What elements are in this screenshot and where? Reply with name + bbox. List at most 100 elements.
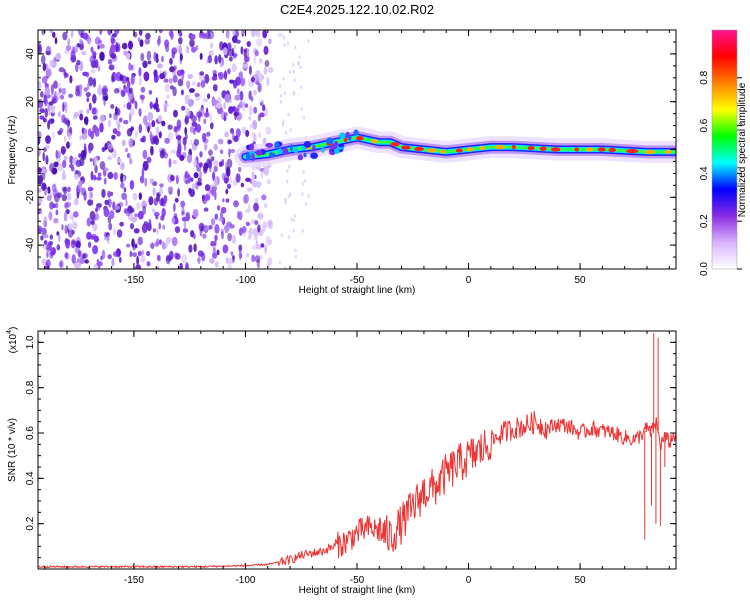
- signal-blob: [339, 132, 346, 139]
- noise-blob: [224, 131, 229, 138]
- noise-blob: [230, 148, 236, 154]
- noise-blob: [266, 178, 272, 185]
- noise-blob: [128, 138, 134, 148]
- noise-blob: [81, 253, 86, 259]
- noise-blob: [121, 42, 128, 50]
- noise-blob: [287, 235, 291, 239]
- snr-scale-text: (x10: [8, 333, 19, 353]
- noise-blob: [248, 229, 251, 235]
- noise-blob: [99, 51, 105, 61]
- noise-blob: [49, 251, 55, 256]
- noise-blob: [159, 183, 164, 188]
- noise-blob: [79, 257, 85, 264]
- signal-blob: [345, 131, 350, 137]
- x-tick-label: -50: [350, 275, 365, 286]
- noise-blob: [44, 107, 48, 118]
- noise-blob: [199, 71, 205, 76]
- noise-blob: [181, 211, 185, 216]
- noise-blob: [94, 164, 98, 174]
- noise-blob: [253, 106, 258, 114]
- noise-blob: [38, 80, 42, 90]
- noise-blob: [47, 265, 50, 269]
- noise-blob: [38, 225, 43, 232]
- noise-blob: [210, 49, 215, 56]
- noise-blob: [119, 74, 124, 81]
- noise-blob: [42, 63, 47, 71]
- noise-blob: [264, 107, 269, 117]
- noise-blob: [103, 231, 108, 238]
- y-tick-label: 40: [25, 48, 36, 60]
- noise-blob: [233, 135, 239, 143]
- noise-blob: [283, 42, 286, 47]
- noise-blob: [141, 135, 146, 143]
- noise-blob: [170, 174, 175, 182]
- noise-blob: [229, 56, 233, 62]
- noise-blob: [41, 227, 47, 236]
- noise-blob: [236, 88, 240, 95]
- noise-blob: [211, 75, 218, 81]
- noise-blob: [219, 161, 223, 167]
- noise-blob: [213, 143, 218, 151]
- signal-hotspot: [665, 149, 672, 155]
- noise-blob: [129, 99, 136, 104]
- noise-blob: [183, 144, 187, 151]
- noise-blob: [193, 233, 196, 240]
- noise-blob: [218, 71, 224, 80]
- noise-blob: [248, 115, 252, 121]
- noise-blob: [94, 127, 100, 137]
- noise-blob: [38, 175, 43, 185]
- noise-blob: [160, 215, 165, 221]
- noise-blob: [294, 254, 298, 259]
- noise-blob: [97, 172, 102, 178]
- noise-blob: [110, 104, 115, 109]
- noise-blob: [225, 30, 230, 39]
- noise-blob: [229, 127, 235, 134]
- signal-hotspot: [401, 145, 411, 150]
- signal-hotspot: [527, 145, 535, 151]
- noise-blob: [144, 177, 147, 187]
- noise-blob: [179, 32, 183, 37]
- signal-blob: [271, 152, 276, 158]
- noise-blob: [253, 202, 259, 212]
- noise-blob: [55, 149, 59, 159]
- noise-blob: [179, 53, 183, 61]
- noise-blob: [173, 109, 178, 118]
- noise-blob: [121, 139, 126, 147]
- noise-blob: [147, 60, 152, 65]
- noise-blob: [175, 135, 182, 140]
- noise-blob: [107, 171, 114, 180]
- noise-blob: [253, 89, 257, 96]
- noise-blob: [263, 138, 267, 144]
- noise-blob: [59, 88, 62, 93]
- noise-blob: [108, 113, 112, 119]
- noise-blob: [152, 102, 159, 110]
- noise-blob: [148, 196, 154, 206]
- noise-blob: [188, 244, 193, 253]
- noise-blob: [214, 239, 217, 247]
- noise-blob: [62, 169, 65, 179]
- noise-blob: [173, 202, 176, 213]
- noise-blob: [164, 69, 168, 77]
- noise-blob: [64, 238, 71, 245]
- signal-hotspot: [511, 144, 516, 150]
- noise-blob: [67, 186, 71, 193]
- noise-blob: [93, 155, 98, 166]
- noise-blob: [96, 258, 100, 266]
- signal-hotspot: [390, 142, 400, 147]
- noise-blob: [65, 201, 72, 208]
- noise-blob: [61, 224, 64, 231]
- noise-blob: [214, 224, 220, 234]
- noise-blob: [167, 186, 174, 192]
- noise-blob: [103, 177, 107, 185]
- noise-blob: [246, 187, 253, 192]
- noise-blob: [173, 65, 177, 71]
- noise-blob: [233, 200, 239, 208]
- noise-blob: [214, 55, 218, 65]
- noise-blob: [139, 39, 144, 47]
- y-tick-label: 0.4: [25, 471, 36, 485]
- noise-blob: [137, 250, 142, 257]
- noise-blob: [107, 190, 112, 198]
- noise-blob: [280, 233, 283, 237]
- noise-blob: [156, 266, 160, 269]
